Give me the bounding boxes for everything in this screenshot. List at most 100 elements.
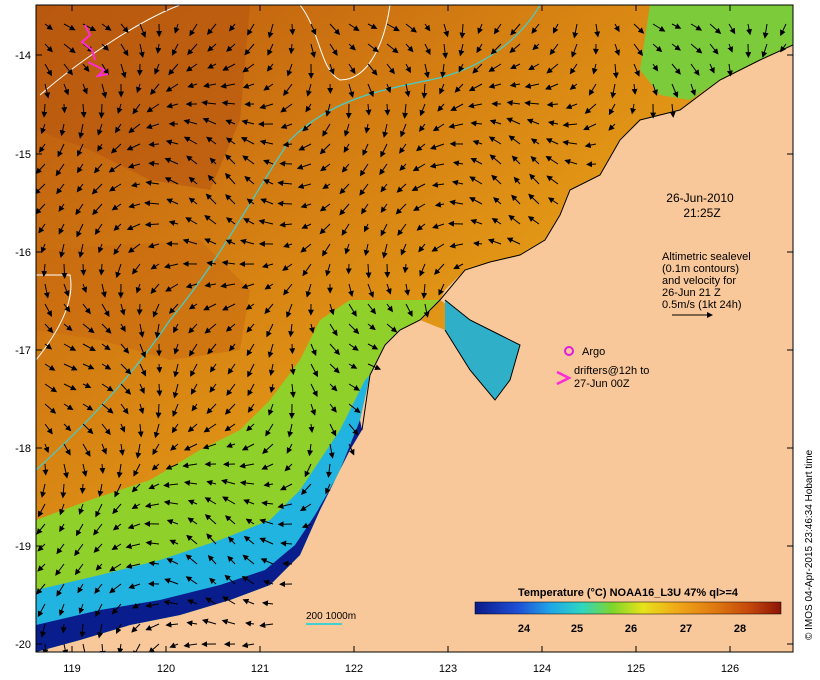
velocity-arrow [95,503,103,518]
velocity-arrow [267,403,274,416]
velocity-arrow [206,136,217,145]
lon-tick-label: 122 [345,663,363,675]
velocity-arrow [183,118,198,125]
velocity-arrow [528,63,540,70]
velocity-arrow [241,443,255,451]
velocity-arrow [44,403,57,414]
velocity-arrow [63,83,70,96]
velocity-arrow [359,183,369,196]
velocity-arrow [421,283,428,299]
velocity-arrow [780,23,787,37]
velocity-arrow [163,599,179,606]
velocity-arrow [532,43,540,51]
velocity-arrow [241,283,255,290]
velocity-arrow [37,563,46,572]
velocity-arrow [63,423,72,432]
velocity-arrow [120,363,132,375]
velocity-arrow [133,463,141,477]
velocity-arrow [348,443,355,456]
velocity-arrow [225,239,236,245]
velocity-arrow [221,478,236,485]
velocity-arrow [204,281,217,288]
velocity-arrow [325,103,332,117]
velocity-arrow [386,23,400,32]
velocity-arrow [39,143,46,153]
velocity-arrow [44,23,54,31]
velocity-arrow [434,263,445,275]
map-time: 21:25Z [683,206,720,220]
velocity-arrow [82,382,92,389]
velocity-arrow [97,123,103,136]
velocity-arrow [101,63,109,76]
velocity-arrow [63,303,71,313]
velocity-arrow [547,197,559,205]
velocity-arrow [631,83,638,95]
velocity-arrow [469,197,483,205]
velocity-arrow [145,540,160,547]
velocity-arrow [41,103,48,118]
velocity-arrow [367,63,378,76]
velocity-arrow [267,343,274,358]
velocity-arrow [222,63,236,71]
velocity-arrow [280,540,293,547]
velocity-arrow [154,63,160,75]
sealevel-legend-line: 26-Jun 21 Z [662,287,721,299]
velocity-arrow [382,123,389,138]
velocity-arrow [263,481,274,488]
velocity-arrow [82,303,91,315]
velocity-arrow [727,43,734,53]
velocity-arrow [63,443,71,456]
velocity-arrow [386,63,395,75]
velocity-arrow [302,263,312,277]
velocity-arrow [432,223,445,229]
velocity-arrow [153,423,160,439]
velocity-arrow [119,423,126,433]
velocity-arrow [93,543,103,553]
velocity-arrow [429,162,445,169]
velocity-arrow [165,621,179,628]
velocity-arrow [225,119,236,126]
velocity-arrow [652,23,666,32]
velocity-arrow [165,83,179,92]
lon-tick-label: 121 [251,663,269,675]
velocity-arrow [82,343,96,351]
velocity-arrow [59,123,66,137]
velocity-arrow [443,23,450,38]
velocity-arrow [264,303,274,315]
velocity-arrow [491,174,502,185]
velocity-arrow [511,155,521,165]
velocity-arrow [510,23,521,36]
velocity-arrow [101,43,109,51]
velocity-arrow [126,223,141,231]
velocity-arrow [145,623,160,631]
velocity-arrow [207,555,217,565]
velocity-arrow [329,403,337,413]
velocity-arrow [37,503,46,518]
velocity-arrow [279,221,293,228]
velocity-arrow [610,83,617,99]
velocity-arrow [470,120,483,127]
velocity-arrow [128,243,141,253]
velocity-arrow [113,223,122,231]
velocity-arrow [206,260,217,267]
velocity-arrow [36,583,46,595]
colorbar-tick: 25 [571,623,583,635]
velocity-arrow [76,163,84,174]
velocity-arrow [405,43,414,53]
velocity-arrow [119,303,126,316]
velocity-arrow [97,623,104,639]
velocity-arrow [242,598,255,605]
velocity-arrow [459,23,466,39]
velocity-arrow [384,103,391,116]
velocity-arrow [449,242,464,249]
velocity-arrow [302,123,312,132]
velocity-arrow [206,533,217,545]
velocity-arrow [761,43,768,58]
velocity-arrow [262,600,274,607]
velocity-arrow [386,303,394,313]
velocity-arrow [82,83,88,95]
sealevel-contour [39,5,181,96]
velocity-arrow [431,243,445,252]
velocity-arrow [633,43,643,57]
velocity-arrow [58,603,65,616]
